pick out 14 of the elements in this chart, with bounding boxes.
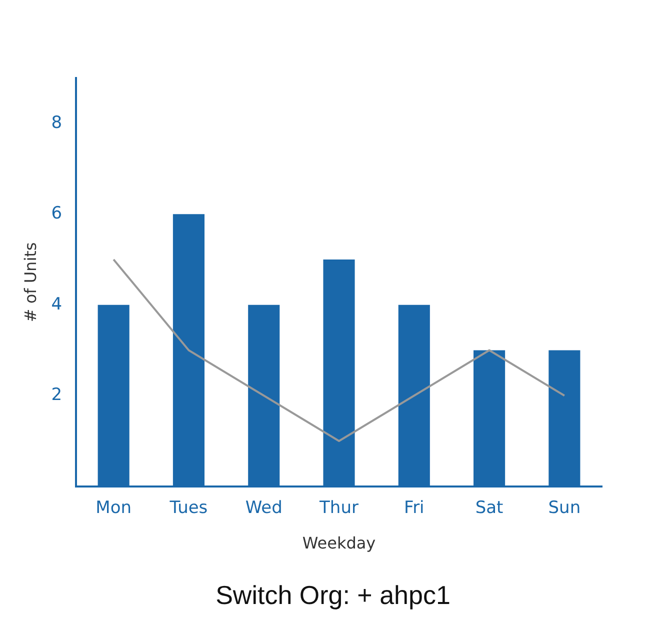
x-tick-label: Sun — [548, 498, 581, 518]
x-tick-label: Wed — [245, 498, 282, 518]
y-axis-title: # of Units — [20, 242, 40, 322]
x-tick-label: Thur — [318, 498, 358, 518]
x-tick-label: Sat — [475, 498, 504, 518]
x-tick-label: Mon — [96, 498, 132, 518]
y-tick-label: 8 — [51, 112, 62, 133]
y-tick-label: 2 — [51, 385, 62, 406]
x-tick-label: Fri — [404, 498, 424, 518]
x-tick-label: Tues — [168, 498, 208, 518]
y-tick-label: 4 — [51, 294, 62, 314]
x-axis-title: Weekday — [302, 534, 376, 553]
text: Switch Org: + ahpc1 — [214, 580, 452, 611]
y-tick-label: 6 — [51, 204, 62, 224]
